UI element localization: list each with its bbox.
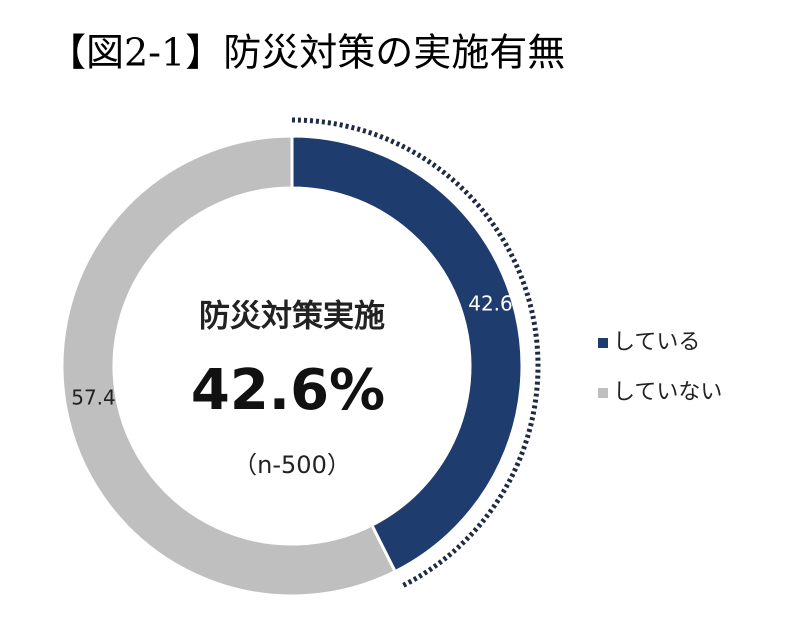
slice [290,134,524,574]
legend-swatch [598,388,608,398]
legend-label: している [613,330,700,355]
slice [60,134,398,598]
data-label: 42.6 [468,292,513,316]
chart-title: 【図2-1】防災対策の実施有無 [48,31,565,75]
data-label: 57.4 [71,385,116,409]
center-note: （n-500） [233,451,351,479]
center-value: 42.6% [191,358,385,423]
legend-label: していない [613,380,722,405]
legend-swatch [598,338,608,348]
center-label: 防災対策実施 [199,299,385,335]
